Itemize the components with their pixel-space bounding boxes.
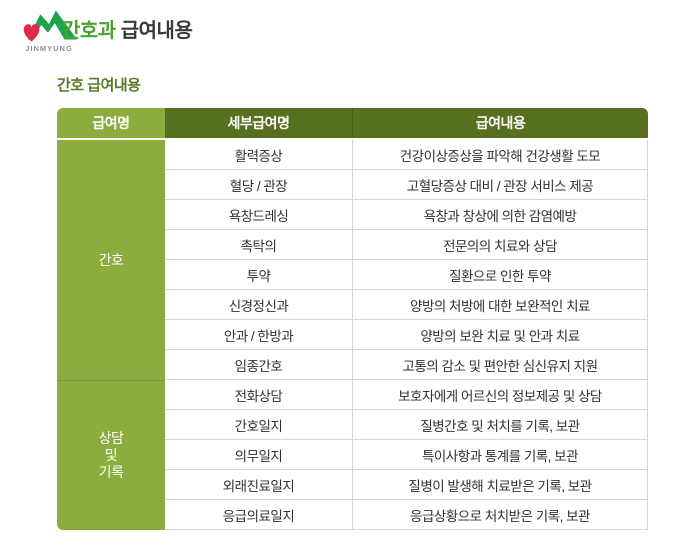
benefit-desc-cell: 욕창과 창상에 의한 감염예방: [423, 208, 577, 224]
table-row: 활력증상 건강이상증상을 파악해 건강생활 도모: [165, 140, 647, 170]
detail-name-cell: 혈당 / 관장: [165, 170, 353, 199]
brand-name: JINMYUNG: [25, 44, 73, 53]
detail-name-cell: 외래진료일지: [165, 470, 353, 499]
group-cell-counsel-record: 상담 및 기록: [57, 380, 165, 530]
table-row: 간호일지 질병간호 및 처치를 기록, 보관: [165, 410, 647, 440]
detail-name-cell: 욕창드레싱: [165, 200, 353, 229]
table-row: 욕창드레싱 욕창과 창상에 의한 감염예방: [165, 200, 647, 230]
table-row: 안과 / 한방과 양방의 보완 치료 및 안과 치료: [165, 320, 647, 350]
heart-icon: [23, 24, 40, 42]
detail-name-cell: 응급의료일지: [165, 500, 353, 529]
column-header-benefit-desc: 급여내용: [353, 108, 648, 138]
table-row: 촉탁의 전문의의 치료와 상담: [165, 230, 647, 260]
group-cell-nursing: 간호: [57, 140, 165, 380]
jinmyung-logo-icon: [23, 10, 78, 42]
detail-name-cell: 의무일지: [165, 440, 353, 469]
detail-name-cell: 신경정신과: [165, 290, 353, 319]
detail-name-cell: 간호일지: [165, 410, 353, 439]
table-header-row: 급여명 세부급여명 급여내용: [57, 108, 648, 138]
detail-name-cell: 촉탁의: [165, 230, 353, 259]
column-header-benefit-name: 급여명: [57, 108, 165, 138]
detail-rows: 활력증상 건강이상증상을 파악해 건강생활 도모 혈당 / 관장 고혈당증상 대…: [165, 140, 648, 530]
page-header: JINMYUNG: [18, 7, 80, 53]
detail-name-cell: 전화상담: [165, 380, 353, 409]
benefit-desc-cell: 질환으로 인한 투약: [449, 268, 551, 284]
table-row: 외래진료일지 질병이 발생해 치료받은 기록, 보관: [165, 470, 647, 500]
section-title: 간호 급여내용: [57, 77, 141, 94]
table-row: 투약 질환으로 인한 투약: [165, 260, 647, 290]
benefit-desc-cell: 보호자에게 어르신의 정보제공 및 상담: [398, 388, 602, 404]
benefit-desc-cell: 질병간호 및 처치를 기록, 보관: [420, 418, 580, 434]
page-title: 간호과 급여내용: [62, 14, 193, 43]
m-mountain-icon: [27, 10, 78, 40]
detail-name-cell: 임종간호: [165, 350, 353, 379]
detail-name-cell: 투약: [165, 260, 353, 289]
benefit-desc-cell: 양방의 처방에 대한 보완적인 치료: [410, 298, 590, 314]
table-row: 의무일지 특이사항과 통계를 기록, 보관: [165, 440, 647, 470]
benefit-table: 급여명 세부급여명 급여내용 간호 상담 및 기록 활력증상 건강이상증상을 파…: [57, 108, 648, 530]
benefit-group-column: 간호 상담 및 기록: [57, 140, 165, 530]
column-header-detail-name: 세부급여명: [165, 108, 353, 138]
benefit-desc-cell: 양방의 보완 치료 및 안과 치료: [420, 328, 580, 344]
benefit-desc-cell: 특이사항과 통계를 기록, 보관: [421, 448, 579, 464]
table-row: 전화상담 보호자에게 어르신의 정보제공 및 상담: [165, 380, 647, 410]
table-row: 임종간호 고통의 감소 및 편안한 심신유지 지원: [165, 350, 647, 380]
page-title-rest: 급여내용: [115, 20, 193, 42]
benefit-desc-cell: 응급상황으로 처치받은 기록, 보관: [410, 508, 590, 524]
table-row: 혈당 / 관장 고혈당증상 대비 / 관장 서비스 제공: [165, 170, 647, 200]
page-title-department: 간호과: [62, 20, 116, 42]
benefit-desc-cell: 고혈당증상 대비 / 관장 서비스 제공: [406, 178, 594, 194]
detail-name-cell: 안과 / 한방과: [165, 320, 353, 349]
benefit-desc-cell: 건강이상증상을 파악해 건강생활 도모: [399, 148, 601, 164]
table-row: 신경정신과 양방의 처방에 대한 보완적인 치료: [165, 290, 647, 320]
table-body: 간호 상담 및 기록 활력증상 건강이상증상을 파악해 건강생활 도모 혈당 /…: [57, 140, 648, 530]
benefit-desc-cell: 고통의 감소 및 편안한 심신유지 지원: [402, 358, 598, 374]
detail-name-cell: 활력증상: [165, 140, 353, 169]
table-row: 응급의료일지 응급상황으로 처치받은 기록, 보관: [165, 500, 647, 530]
benefit-desc-cell: 질병이 발생해 치료받은 기록, 보관: [408, 478, 592, 494]
jinmyung-logo: JINMYUNG: [18, 7, 80, 53]
benefit-desc-cell: 전문의의 치료와 상담: [443, 238, 557, 254]
